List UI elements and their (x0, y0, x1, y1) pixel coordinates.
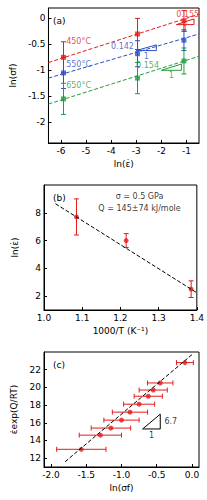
svg-text:-2.0: -2.0 (42, 470, 60, 480)
svg-text:6.7: 6.7 (164, 417, 177, 426)
svg-text:550°C: 550°C (66, 60, 91, 69)
svg-text:ε̇exp(Q/RT): ε̇exp(Q/RT) (9, 385, 19, 435)
svg-text:1000/T (K⁻¹): 1000/T (K⁻¹) (93, 326, 149, 336)
svg-text:(a): (a) (53, 16, 66, 26)
svg-text:8: 8 (35, 208, 41, 218)
svg-text:-0.5: -0.5 (28, 39, 46, 49)
svg-text:16: 16 (30, 418, 42, 428)
svg-text:-4: -4 (107, 146, 116, 156)
svg-text:20: 20 (30, 382, 42, 392)
svg-text:18: 18 (30, 400, 42, 410)
svg-text:-0.5: -0.5 (148, 470, 166, 480)
svg-text:0.155: 0.155 (176, 10, 199, 19)
svg-text:-1.5: -1.5 (77, 470, 95, 480)
svg-text:450°C: 450°C (66, 37, 91, 46)
svg-text:-1: -1 (182, 146, 191, 156)
svg-text:1.0: 1.0 (37, 313, 52, 323)
svg-text:1.4: 1.4 (190, 313, 205, 323)
svg-text:0: 0 (40, 13, 46, 23)
svg-text:0.154: 0.154 (136, 61, 159, 70)
svg-text:4: 4 (35, 263, 41, 273)
svg-text:-1.0: -1.0 (113, 470, 131, 480)
svg-text:0.142: 0.142 (111, 42, 134, 51)
svg-text:1.1: 1.1 (75, 313, 89, 323)
svg-text:-3: -3 (132, 146, 141, 156)
svg-text:ln(ε̇): ln(ε̇) (114, 159, 134, 169)
svg-text:12: 12 (30, 453, 41, 463)
svg-text:(b): (b) (53, 193, 66, 203)
svg-text:6: 6 (35, 236, 41, 246)
svg-text:-1.5: -1.5 (28, 91, 46, 101)
svg-text:2: 2 (35, 291, 41, 301)
svg-text:σ = 0.5 GPa: σ = 0.5 GPa (116, 192, 164, 201)
svg-text:1: 1 (169, 71, 174, 80)
svg-text:-1: -1 (36, 65, 45, 75)
svg-text:1.3: 1.3 (151, 313, 165, 323)
svg-text:1: 1 (149, 431, 154, 440)
svg-text:22: 22 (30, 365, 41, 375)
svg-text:-2: -2 (157, 146, 166, 156)
svg-text:ln(σf): ln(σf) (109, 483, 133, 493)
svg-text:1: 1 (183, 25, 188, 34)
svg-text:0.0: 0.0 (185, 470, 200, 480)
svg-text:ln(ε̇): ln(ε̇) (10, 237, 20, 257)
svg-text:-5: -5 (82, 146, 91, 156)
svg-text:650°C: 650°C (66, 81, 91, 90)
svg-text:14: 14 (30, 435, 42, 445)
svg-text:ln(σf): ln(σf) (8, 63, 18, 87)
svg-text:Q = 145±74 kJ/mole: Q = 145±74 kJ/mole (98, 204, 180, 213)
svg-text:-2: -2 (36, 117, 45, 127)
svg-text:(c): (c) (53, 360, 65, 370)
svg-text:1: 1 (144, 52, 149, 61)
svg-text:1.2: 1.2 (113, 313, 127, 323)
svg-text:-6: -6 (57, 146, 66, 156)
